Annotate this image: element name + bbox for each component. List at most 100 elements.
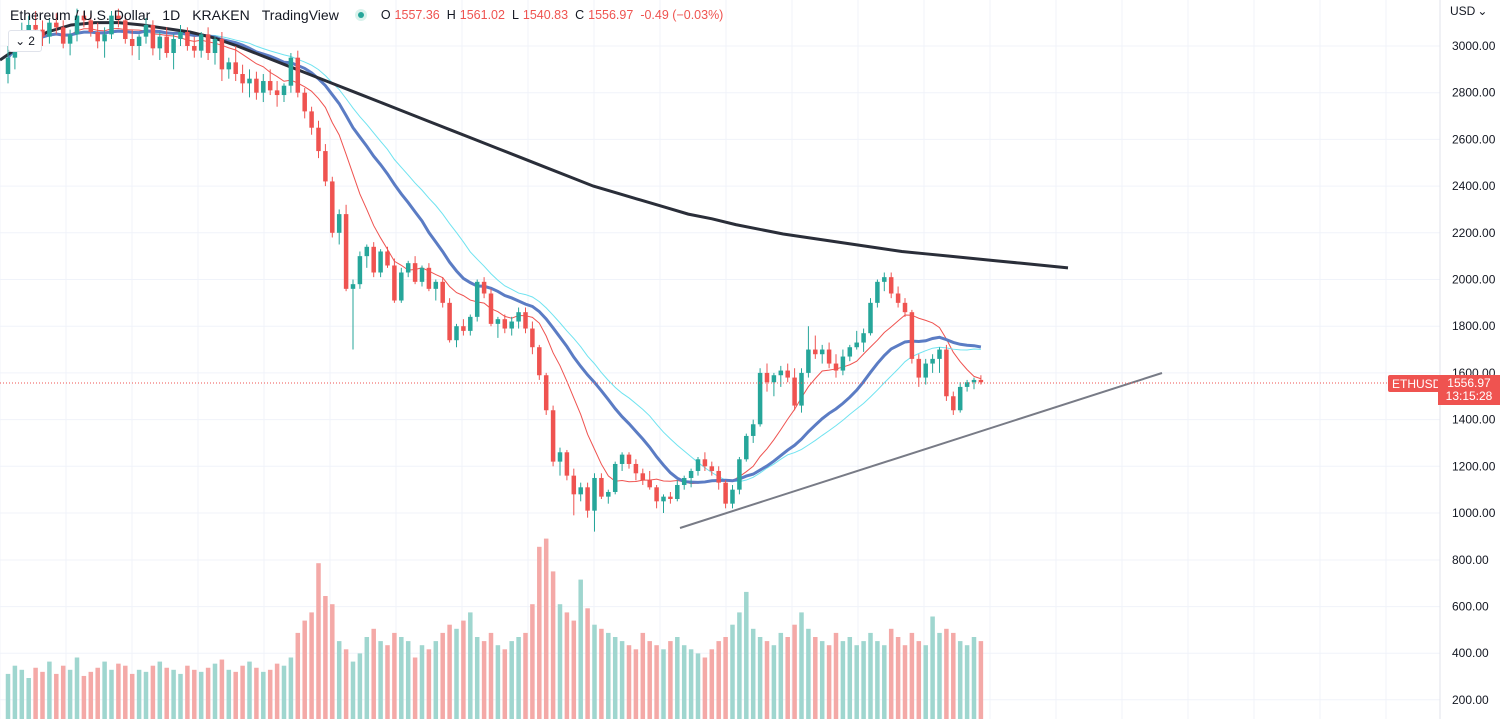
candle — [123, 15, 128, 44]
candle-body — [226, 62, 232, 70]
candle — [74, 8, 80, 42]
indicators-toggle-button[interactable]: ⌄ 2 — [8, 30, 42, 52]
candle — [737, 456, 742, 495]
market-status-icon[interactable] — [354, 9, 367, 21]
volume-bar — [274, 663, 280, 719]
candle — [488, 288, 494, 327]
candle-body — [116, 15, 121, 21]
last-price-value: 1556.97 — [1447, 376, 1491, 390]
candle-body — [530, 328, 535, 348]
candle-body — [385, 251, 390, 266]
candle — [909, 309, 915, 364]
candle — [302, 88, 307, 119]
candle-body — [323, 151, 328, 182]
candle — [102, 27, 107, 58]
candle-body — [426, 267, 432, 289]
volume-bar — [557, 604, 563, 719]
volume-bar — [730, 624, 735, 719]
candle — [336, 209, 342, 245]
candle — [957, 382, 963, 413]
candle-body — [854, 342, 859, 348]
volume-bar — [150, 665, 156, 719]
volume-bar — [481, 641, 487, 719]
candle — [81, 10, 87, 28]
interval-label[interactable]: 1D — [162, 7, 181, 23]
volume-bar — [316, 563, 321, 719]
candle-body — [433, 281, 439, 289]
exchange-label: KRAKEN — [192, 7, 250, 23]
volume-bar — [40, 671, 45, 719]
volume-bar — [709, 649, 715, 719]
volume-bar — [392, 632, 397, 719]
volume-bar — [5, 673, 11, 719]
volume-bar — [799, 612, 804, 719]
candle — [612, 461, 618, 495]
low-value: 1540.83 — [522, 8, 569, 22]
volume-bar — [668, 641, 673, 719]
candle — [219, 31, 225, 82]
currency-menu[interactable]: USD ⌄ — [1450, 4, 1487, 18]
volume-bar — [951, 632, 956, 719]
candle — [95, 22, 100, 49]
candle-body — [826, 349, 832, 364]
volume-bar — [723, 637, 728, 719]
candle — [785, 363, 790, 383]
candle-body — [205, 34, 211, 54]
price-tick-label: 2200.00 — [1452, 226, 1496, 240]
volume-tick-label: 600.00 — [1452, 600, 1489, 614]
volume-bar — [399, 637, 404, 719]
volume-bar — [364, 637, 370, 719]
price-tick-label: 1200.00 — [1452, 459, 1496, 473]
candle — [764, 363, 770, 392]
candle-body — [5, 57, 11, 75]
volume-bar — [909, 632, 915, 719]
candle-body — [440, 281, 445, 303]
candle — [157, 31, 163, 61]
candle-body — [550, 410, 556, 462]
volume-bar — [19, 669, 25, 719]
volume-bar — [854, 645, 859, 719]
volume-bar — [95, 667, 100, 719]
candle — [819, 344, 825, 364]
volume-bar — [882, 645, 887, 719]
candle-body — [330, 181, 335, 233]
candle-body — [909, 312, 915, 359]
candle-body — [364, 246, 370, 257]
candle — [571, 468, 577, 516]
volume-bar — [67, 669, 73, 719]
chart-grid — [0, 0, 1440, 719]
ma-slow-line — [0, 21, 1069, 270]
candle-countdown: 13:15:28 — [1445, 389, 1493, 403]
candle-body — [778, 370, 784, 376]
symbol-legend: Ethereum / U.S. Dollar 1D KRAKEN Trading… — [0, 4, 726, 26]
candle-body — [150, 24, 156, 49]
volume-bar — [578, 579, 583, 719]
price-tick-label: 1800.00 — [1452, 319, 1496, 333]
candle — [509, 316, 514, 336]
volume-bar — [136, 669, 142, 719]
candle — [454, 323, 459, 348]
candle-body — [88, 20, 94, 32]
volume-bar — [626, 645, 632, 719]
volume-bar — [681, 645, 687, 719]
volume-bar — [419, 645, 425, 719]
candle — [212, 36, 218, 65]
candle-body — [819, 349, 825, 355]
volume-bar — [171, 669, 176, 719]
candle — [861, 328, 866, 352]
candle-body — [198, 34, 204, 51]
candle — [971, 377, 977, 390]
indicators-count: 2 — [28, 34, 35, 48]
volume-bar — [488, 632, 494, 719]
ohlc-values: O 1557.36 H 1561.02 L 1540.83 C 1556.97 -0.4… — [381, 8, 727, 22]
candle-body — [219, 38, 225, 70]
price-axis[interactable]: 3000.00 2800.00 2600.00 2400.00 2200.00 2000.… — [1439, 0, 1510, 719]
volume-bar — [185, 665, 190, 719]
candle-body — [343, 214, 349, 289]
volume-bar — [502, 649, 508, 719]
symbol-name[interactable]: Ethereum — [10, 7, 71, 23]
support-trendline[interactable] — [679, 372, 1163, 529]
price-tick-label: 1400.00 — [1452, 413, 1496, 427]
candle-body — [585, 487, 590, 511]
